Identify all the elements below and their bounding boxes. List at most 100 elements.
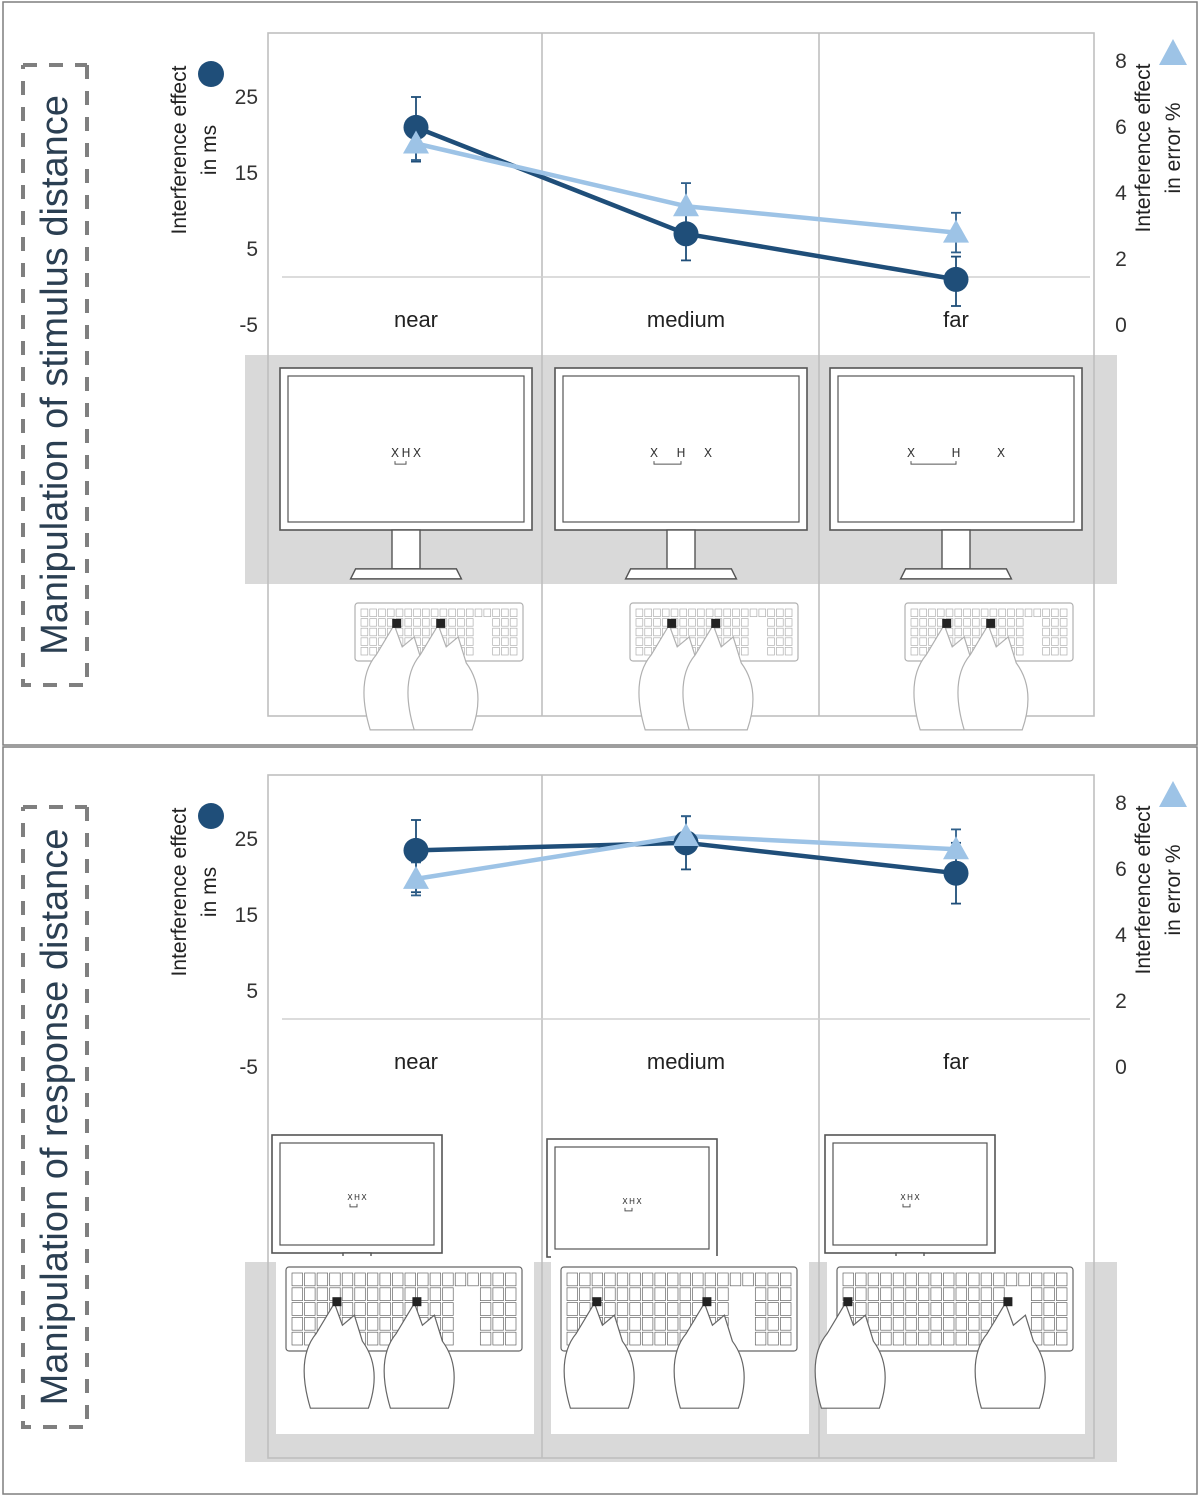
keyboard-key <box>501 637 509 646</box>
keyboard-key <box>855 1272 867 1287</box>
keyboard-key <box>1043 1317 1055 1331</box>
keyboard-key <box>968 1287 980 1301</box>
response-far-keyboard-icon <box>814 1266 1074 1409</box>
keyboard-key <box>566 1287 578 1301</box>
keyboard-key <box>369 608 377 617</box>
keyboard-key <box>501 627 509 637</box>
y-left-tick-label: -5 <box>239 1056 258 1079</box>
keyboard-key <box>855 1287 867 1301</box>
keyboard-key <box>910 637 919 646</box>
monitor-neck <box>391 529 421 570</box>
keyboard-key <box>404 1287 416 1301</box>
monitor-screen <box>554 1146 710 1250</box>
keyboard-key <box>1007 608 1015 617</box>
keyboard-key <box>505 1317 517 1331</box>
monitor-neck <box>666 529 696 570</box>
x-category-label: near <box>394 1049 438 1074</box>
keyboard-key <box>943 1331 955 1346</box>
monitor-base <box>624 568 738 580</box>
keyboard-key <box>968 1302 980 1316</box>
keyboard-key <box>980 608 989 617</box>
error-legend-triangle-icon <box>1159 781 1187 807</box>
monitor-screen <box>287 375 525 523</box>
keyboard-key <box>654 1272 666 1287</box>
y-right-tick-label: 6 <box>1115 858 1127 881</box>
ms-legend-circle-icon <box>198 61 224 87</box>
keyboard-key <box>1015 608 1024 617</box>
keyboard-key <box>880 1287 892 1301</box>
keyboard-key <box>936 608 945 617</box>
keyboard-key <box>679 627 688 637</box>
monitor-neck <box>941 529 971 570</box>
keyboard-key <box>980 1287 993 1301</box>
keyboard-key <box>629 1302 641 1316</box>
keyboard-key <box>422 618 430 627</box>
keyboard-key <box>422 627 430 637</box>
stimulus-flanker-right: X <box>997 446 1005 460</box>
keyboard-key <box>670 608 679 617</box>
keyboard-key <box>917 1331 930 1346</box>
keyboard-key <box>579 1302 591 1316</box>
keyboard-key <box>980 1317 993 1331</box>
keyboard-key <box>780 1272 792 1287</box>
keyboard-key <box>442 1272 454 1287</box>
keyboard-key <box>968 1317 980 1331</box>
keyboard-key <box>501 608 509 617</box>
y-right-tick-label: 0 <box>1115 1056 1127 1079</box>
keyboard-key <box>457 618 465 627</box>
keyboard-key <box>955 1302 967 1316</box>
keyboard-key <box>867 1272 880 1287</box>
keyboard-key <box>767 618 775 627</box>
hand <box>974 1301 1046 1409</box>
keyboard-key <box>1018 1272 1030 1287</box>
keyboard-key <box>654 1287 666 1301</box>
y-right-axis-label-line1: Interference effect <box>1132 63 1155 232</box>
keyboard-key <box>704 1272 717 1287</box>
keyboard-key <box>448 627 456 637</box>
keyboard-key <box>629 1287 641 1301</box>
keyboard-key <box>641 1302 654 1316</box>
keyboard-key <box>1059 637 1068 646</box>
stimulus-target: H <box>676 446 685 460</box>
keyboard-key <box>780 1302 792 1316</box>
keyboard-key <box>943 1287 955 1301</box>
keyboard-key <box>465 637 474 646</box>
keyboard-key <box>366 1287 379 1301</box>
keyboard-key <box>910 608 919 617</box>
keyboard-key <box>629 1272 641 1287</box>
y-left-tick-label: -5 <box>239 314 258 337</box>
keyboard-key <box>479 1272 492 1287</box>
keyboard-key <box>417 1272 429 1287</box>
keyboard-key <box>566 1317 578 1331</box>
keyboard-key <box>417 1287 429 1301</box>
stimulus-flanker-left: X <box>391 446 399 460</box>
keyboard-key <box>291 1272 303 1287</box>
keyboard-key <box>1030 1272 1043 1287</box>
keyboard-key <box>740 647 749 656</box>
keyboard-key <box>616 1287 629 1301</box>
monitor-base <box>899 568 1013 580</box>
keyboard-key <box>917 1272 930 1287</box>
keyboard-key <box>1005 1272 1018 1287</box>
keyboard-key <box>930 1272 942 1287</box>
error-data-point <box>673 193 699 217</box>
keyboard-key <box>509 637 518 646</box>
keyboard-key <box>905 1272 917 1287</box>
keyboard-key <box>378 608 386 617</box>
keyboard-key <box>492 608 500 617</box>
keyboard-key <box>413 608 421 617</box>
keyboard-key <box>667 1272 679 1287</box>
pressed-key <box>702 1297 712 1307</box>
keyboard-key <box>291 1287 303 1301</box>
keyboard-key <box>767 1317 779 1331</box>
keyboard-key <box>776 647 784 656</box>
keyboard-key <box>930 1302 942 1316</box>
keyboard-key <box>369 627 377 637</box>
keyboard-key <box>993 1287 1005 1301</box>
keyboard-key <box>989 608 998 617</box>
keyboard-key <box>1059 627 1068 637</box>
ms-data-point <box>943 860 969 886</box>
keyboard-key <box>867 1302 880 1316</box>
keyboard-key <box>379 1317 391 1331</box>
keyboard-key <box>404 608 413 617</box>
